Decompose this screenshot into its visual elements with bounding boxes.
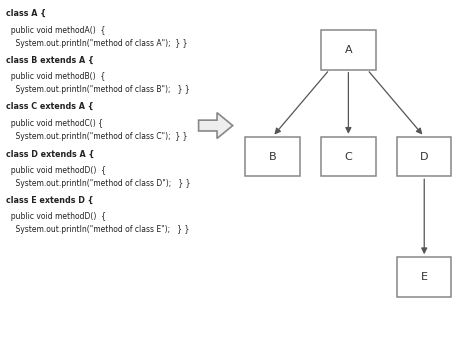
FancyBboxPatch shape xyxy=(397,137,451,176)
Text: class A {: class A { xyxy=(6,9,46,18)
Text: public void methodB()  {: public void methodB() { xyxy=(6,72,105,81)
Text: C: C xyxy=(345,151,352,162)
FancyBboxPatch shape xyxy=(397,257,451,297)
FancyBboxPatch shape xyxy=(321,137,375,176)
Text: public void methodD()  {: public void methodD() { xyxy=(6,166,106,175)
FancyBboxPatch shape xyxy=(246,137,300,176)
Text: class B extends A {: class B extends A { xyxy=(6,56,93,65)
FancyBboxPatch shape xyxy=(321,30,375,70)
Text: class E extends D {: class E extends D { xyxy=(6,196,93,205)
Text: System.out.println("method of class B");   } }: System.out.println("method of class B");… xyxy=(6,85,190,94)
Text: public void methodA()  {: public void methodA() { xyxy=(6,26,105,35)
Text: A: A xyxy=(345,45,352,55)
Text: System.out.println("method of class D");   } }: System.out.println("method of class D");… xyxy=(6,179,190,188)
Text: D: D xyxy=(420,151,428,162)
Text: class C extends A {: class C extends A { xyxy=(6,102,93,111)
Text: B: B xyxy=(269,151,276,162)
Text: System.out.println("method of class E");   } }: System.out.println("method of class E");… xyxy=(6,225,189,234)
Text: public void methodD()  {: public void methodD() { xyxy=(6,212,106,221)
Polygon shape xyxy=(199,113,233,138)
Text: System.out.println("method of class C");  } }: System.out.println("method of class C");… xyxy=(6,132,187,141)
Text: E: E xyxy=(421,272,428,282)
Text: class D extends A {: class D extends A { xyxy=(6,150,94,159)
Text: System.out.println("method of class A");  } }: System.out.println("method of class A");… xyxy=(6,39,187,47)
Text: public void methodC() {: public void methodC() { xyxy=(6,119,103,128)
